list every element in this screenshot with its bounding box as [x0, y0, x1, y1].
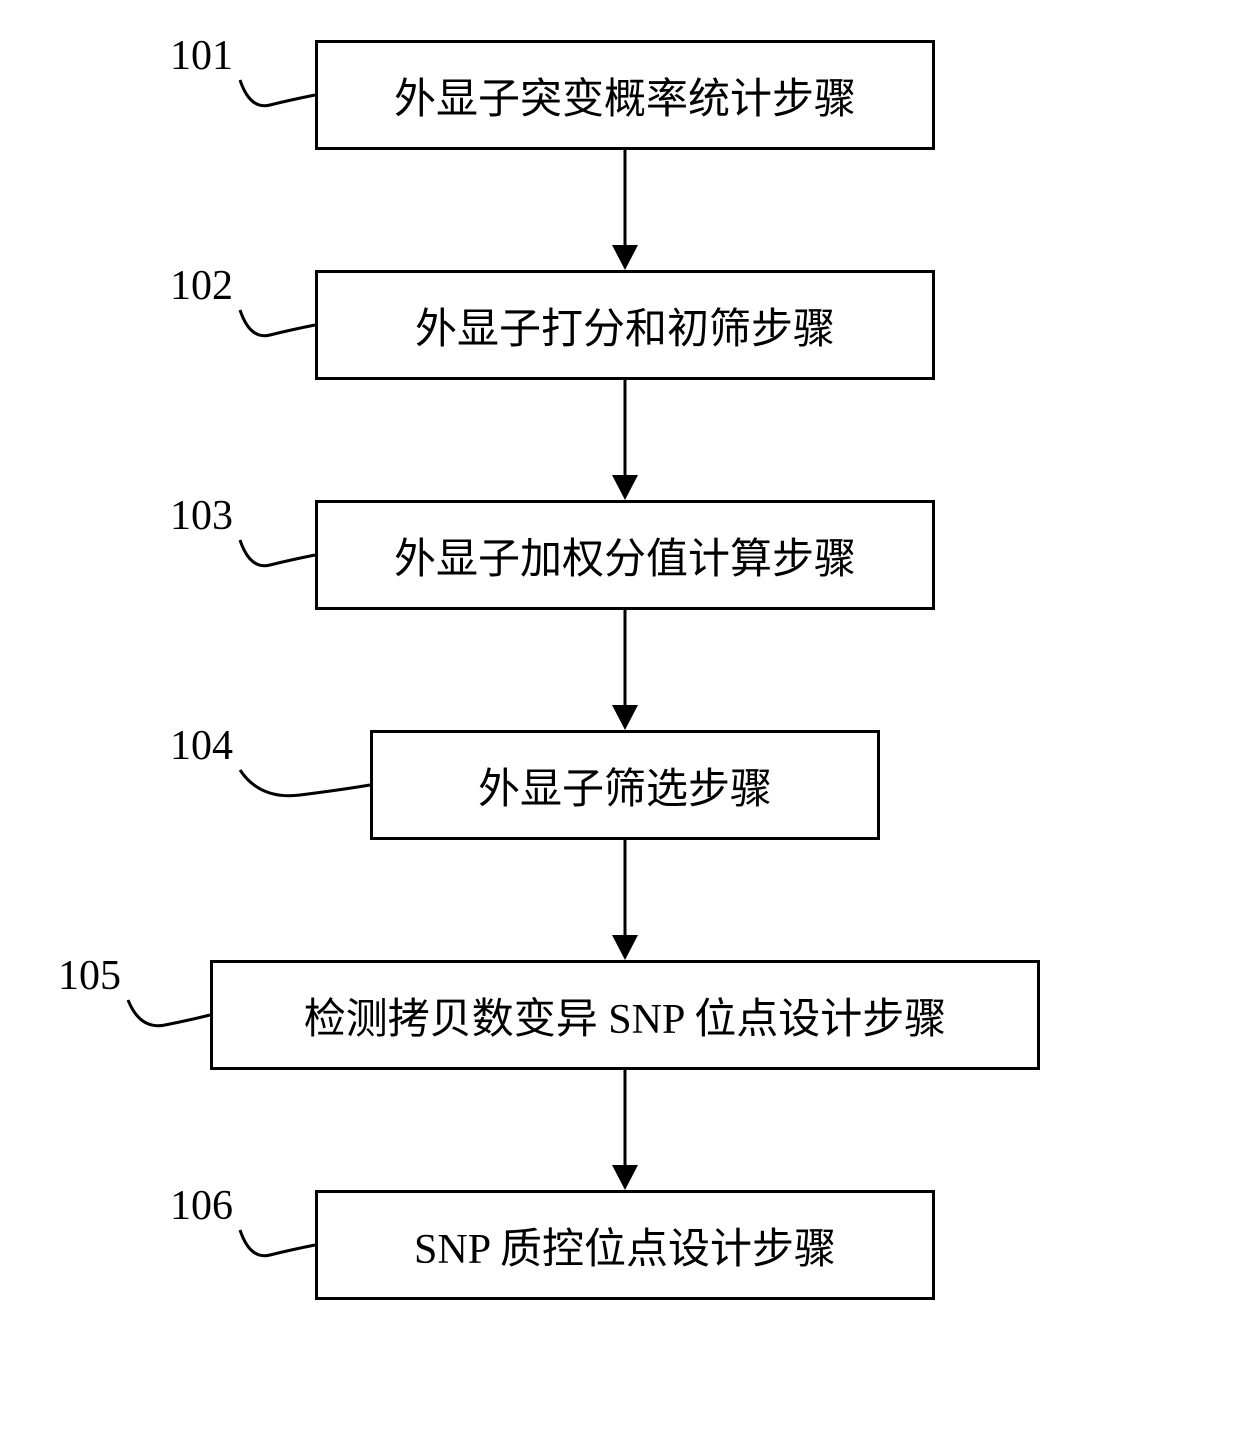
node-text: SNP 质控位点设计步骤: [414, 1215, 836, 1276]
node-text: 外显子打分和初筛步骤: [415, 295, 835, 356]
node-text: 外显子筛选步骤: [478, 755, 772, 816]
node-text: 外显子突变概率统计步骤: [394, 65, 856, 126]
node-label-106: 106: [170, 1182, 233, 1230]
node-label-103: 103: [170, 492, 233, 540]
flow-node-103: 外显子加权分值计算步骤: [315, 500, 935, 610]
node-text: 检测拷贝数变异 SNP 位点设计步骤: [304, 985, 947, 1046]
label-text: 106: [170, 1183, 233, 1229]
label-text: 101: [170, 33, 233, 79]
flow-node-101: 外显子突变概率统计步骤: [315, 40, 935, 150]
label-text: 102: [170, 263, 233, 309]
flowchart-container: 101 外显子突变概率统计步骤 102 外显子打分和初筛步骤 103 外显子加权…: [0, 0, 1240, 1452]
flow-node-105: 检测拷贝数变异 SNP 位点设计步骤: [210, 960, 1040, 1070]
label-text: 105: [58, 953, 121, 999]
label-text: 104: [170, 723, 233, 769]
flow-node-106: SNP 质控位点设计步骤: [315, 1190, 935, 1300]
node-label-104: 104: [170, 722, 233, 770]
node-label-105: 105: [58, 952, 121, 1000]
node-text: 外显子加权分值计算步骤: [394, 525, 856, 586]
node-label-101: 101: [170, 32, 233, 80]
label-text: 103: [170, 493, 233, 539]
node-label-102: 102: [170, 262, 233, 310]
flow-node-102: 外显子打分和初筛步骤: [315, 270, 935, 380]
flow-node-104: 外显子筛选步骤: [370, 730, 880, 840]
